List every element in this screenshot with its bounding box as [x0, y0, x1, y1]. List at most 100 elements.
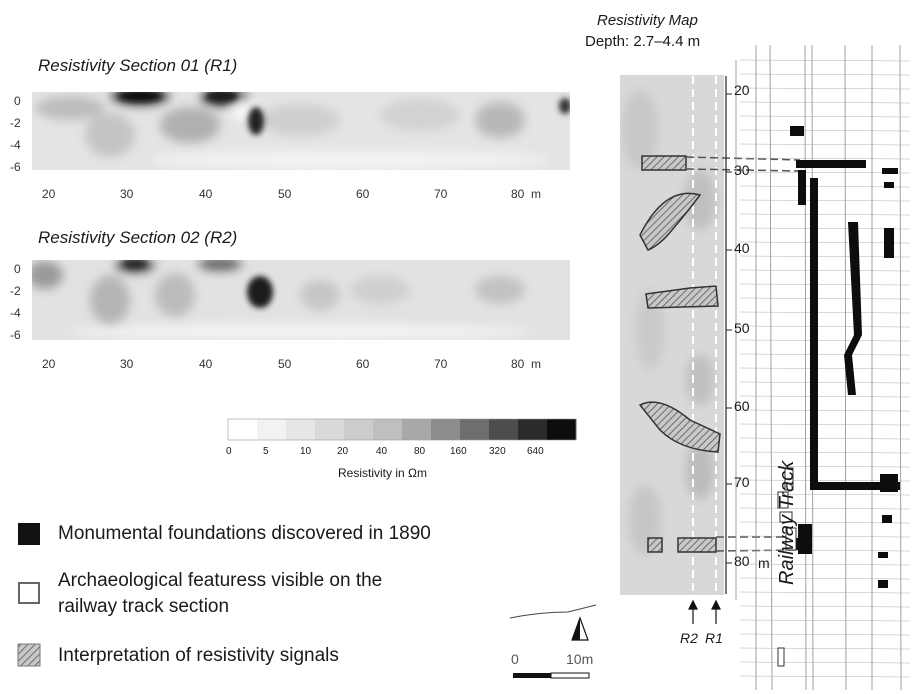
legend-foundation-label: Monumental foundations discovered in 189…	[58, 523, 431, 544]
map-depth-ticks	[726, 93, 732, 564]
map-depth-tick: 80	[734, 553, 750, 569]
colorbar-tick: 10	[300, 446, 312, 457]
colorbar-tick: 320	[489, 446, 506, 457]
interpretation-shapes	[638, 155, 721, 553]
s1-xtick: 60	[356, 187, 370, 201]
s2-xtick: 20	[42, 357, 56, 371]
railway-tie	[739, 577, 911, 580]
profile-label-r1: R1	[705, 630, 723, 646]
map-depth-tick: 30	[734, 162, 750, 178]
connector-lines	[685, 156, 801, 552]
s2-xtick: 70	[434, 357, 448, 371]
map-depth-unit: m	[758, 555, 770, 571]
legend-feature-label-2: railway track section	[58, 596, 230, 617]
section-02-title: Resistivity Section 02 (R2)	[38, 228, 238, 247]
railway-tie	[739, 255, 911, 258]
railway-tie	[739, 185, 911, 188]
railway-tie	[739, 633, 911, 636]
railway-tie	[739, 563, 911, 566]
map-depth-tick: 40	[734, 240, 750, 256]
scale-bar-start: 0	[511, 651, 519, 667]
colorbar-swatch	[547, 419, 577, 440]
railway-tie	[739, 269, 911, 272]
s1-ytick: -2	[10, 116, 21, 130]
railway-track-sketch	[735, 44, 902, 691]
railway-tie	[739, 493, 911, 496]
colorbar-tick: 640	[527, 446, 544, 457]
railway-tie	[739, 283, 911, 286]
s2-xtick: 40	[199, 357, 213, 371]
colorbar-tick: 5	[263, 446, 269, 457]
railway-tie	[739, 311, 911, 314]
resistivity-map-image	[620, 75, 724, 595]
map-title: Resistivity Map	[597, 12, 698, 29]
s2-ytick: -2	[10, 284, 21, 298]
railway-tie	[739, 423, 911, 426]
railway-tie	[739, 339, 911, 342]
foundations	[790, 126, 900, 588]
railway-tie	[739, 675, 911, 678]
railway-tie	[739, 437, 911, 440]
railway-tie	[739, 101, 911, 104]
s2-ytick: -4	[10, 306, 21, 320]
railway-tie	[739, 507, 911, 510]
railway-tie	[739, 619, 911, 622]
railway-tie	[739, 647, 911, 650]
railway-ties	[739, 59, 911, 678]
s1-xtick: 70	[434, 187, 448, 201]
railway-tie	[739, 297, 911, 300]
colorbar	[227, 418, 577, 441]
railway-tie	[739, 661, 911, 664]
s2-xtick: 30	[120, 357, 134, 371]
s2-ytick: -6	[10, 328, 21, 342]
colorbar-swatch	[315, 419, 345, 440]
railway-tie	[739, 465, 911, 468]
railway-tie	[739, 73, 911, 76]
colorbar-swatch	[344, 419, 374, 440]
colorbar-swatch	[286, 419, 316, 440]
railway-tie	[739, 227, 911, 230]
railway-tie	[739, 451, 911, 454]
railway-tie	[739, 213, 911, 216]
colorbar-label: Resistivity in Ωm	[338, 466, 427, 480]
railway-tie	[739, 521, 911, 524]
s1-xunit: m	[531, 187, 541, 201]
colorbar-tick: 80	[414, 446, 426, 457]
archaeological-features	[777, 467, 797, 667]
profile-arrows	[688, 599, 721, 624]
scale-bar-white	[550, 672, 590, 679]
s1-ytick: -6	[10, 160, 21, 174]
railway-tie	[739, 549, 911, 552]
scale-bar-end: 10m	[566, 651, 594, 667]
railway-tie	[739, 409, 911, 412]
railway-tie	[739, 353, 911, 356]
railway-tie	[739, 591, 911, 594]
north-arrow-half	[572, 618, 580, 640]
railway-tie	[739, 367, 911, 370]
legend-interpretation-swatch	[17, 643, 41, 667]
map-depth-tick: 70	[734, 474, 750, 490]
s1-xtick: 80	[511, 187, 525, 201]
s2-xtick: 50	[278, 357, 292, 371]
railway-tie	[739, 87, 911, 90]
railway-tie	[739, 381, 911, 384]
colorbar-swatch	[489, 419, 519, 440]
s2-ytick: 0	[14, 262, 21, 276]
colorbar-tick: 160	[450, 446, 467, 457]
railway-tie	[739, 171, 911, 174]
colorbar-border	[227, 418, 577, 441]
railway-tie	[739, 59, 911, 62]
s1-ytick: 0	[14, 94, 21, 108]
north-curve	[509, 604, 597, 619]
colorbar-swatch	[228, 419, 258, 440]
map-depth-tick: 50	[734, 320, 750, 336]
railway-tie	[739, 605, 911, 608]
colorbar-swatch	[518, 419, 548, 440]
s1-xtick: 20	[42, 187, 56, 201]
map-depth-tick: 20	[734, 82, 750, 98]
s2-xunit: m	[531, 357, 541, 371]
section-01-image	[32, 92, 570, 170]
colorbar-swatch	[402, 419, 432, 440]
colorbar-tick: 0	[226, 446, 232, 457]
